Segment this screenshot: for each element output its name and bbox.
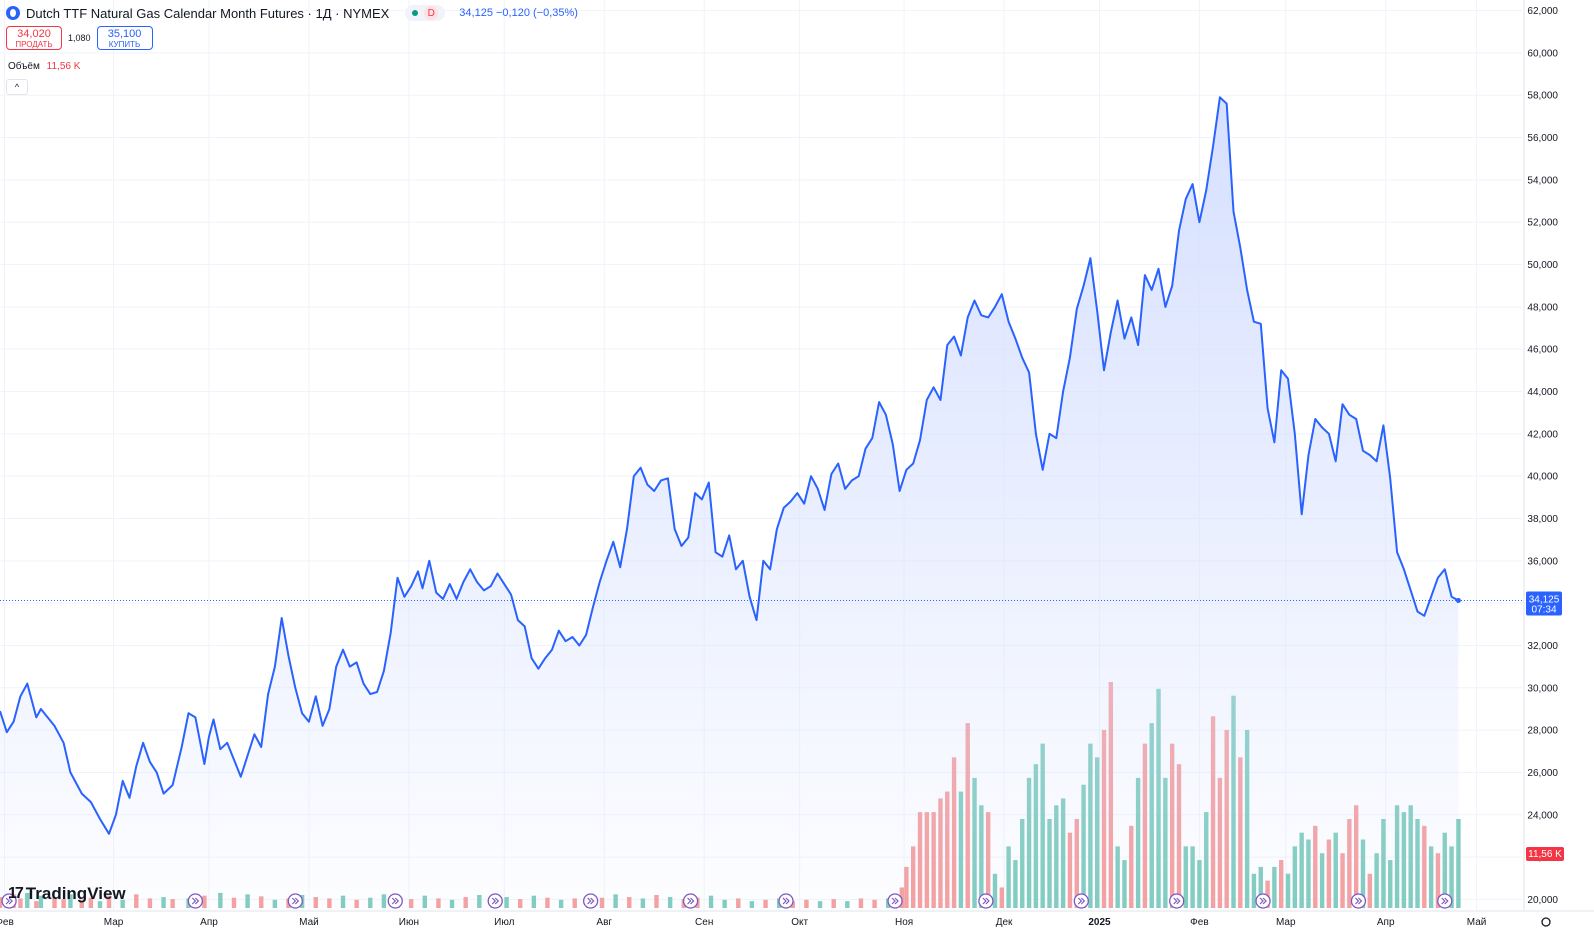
price-axis-tick: 28,000	[1527, 726, 1558, 737]
time-axis-tick: Мар	[1276, 917, 1296, 928]
market-status[interactable]: D	[405, 5, 446, 21]
time-axis-tick: Окт	[791, 917, 808, 928]
price-axis-tick: 38,000	[1527, 514, 1558, 525]
buy-price: 35,100	[107, 28, 142, 40]
spread-value: 1,080	[68, 33, 91, 43]
event-marker-glyph	[891, 897, 899, 905]
price-axis-tick: 26,000	[1527, 768, 1558, 779]
settings-gear-icon[interactable]	[1541, 917, 1551, 927]
volume-value: 11,56 K	[46, 61, 81, 72]
price-axis-tick: 42,000	[1527, 429, 1558, 440]
price-axis-tick: 36,000	[1527, 556, 1558, 567]
event-marker-glyph	[982, 897, 990, 905]
volume-label: Объём	[8, 61, 40, 72]
volume-axis-label: 11,56 K	[1528, 849, 1562, 860]
event-marker-icon[interactable]	[487, 893, 503, 909]
last-price-dot	[1455, 597, 1461, 603]
price-axis-tick: 54,000	[1527, 175, 1558, 186]
volume-legend[interactable]: Объём 11,56 K	[8, 61, 80, 72]
time-axis-tick: Ноя	[895, 917, 913, 928]
event-marker-glyph	[1355, 897, 1363, 905]
time-axis-tick: Фев	[0, 917, 14, 928]
chart-header: Dutch TTF Natural Gas Calendar Month Fut…	[6, 5, 578, 21]
event-marker-glyph	[782, 897, 790, 905]
market-open-dot-icon	[412, 10, 419, 16]
price-axis-tick: 46,000	[1527, 345, 1558, 356]
event-marker-icon[interactable]	[1255, 893, 1271, 909]
price-axis-tick: 52,000	[1527, 218, 1558, 229]
price-axis-tick: 56,000	[1527, 133, 1558, 144]
event-marker-glyph	[1259, 897, 1267, 905]
price-axis-tick: 58,000	[1527, 91, 1558, 102]
last-price-label: 34,125	[1529, 594, 1560, 605]
event-marker-icon[interactable]	[1, 893, 17, 909]
event-marker-icon[interactable]	[978, 893, 994, 909]
price-area	[0, 97, 1459, 911]
time-axis-tick: Фев	[1190, 917, 1208, 928]
event-marker-icon[interactable]	[887, 893, 903, 909]
event-marker-icon[interactable]	[682, 893, 699, 909]
event-marker-glyph	[491, 897, 500, 905]
symbol-title[interactable]: Dutch TTF Natural Gas Calendar Month Fut…	[26, 5, 390, 21]
sell-price: 34,020	[17, 28, 51, 40]
sell-label: ПРОДАТЬ	[15, 40, 53, 49]
price-axis-tick: 40,000	[1527, 472, 1558, 483]
event-marker-glyph	[391, 897, 400, 905]
tradingview-logo-icon: 17	[8, 885, 24, 902]
time-axis-tick: 2025	[1088, 917, 1111, 928]
time-axis-tick: Сен	[695, 917, 713, 928]
time-axis-tick: Дек	[996, 917, 1013, 928]
time-axis-tick: Июл	[494, 917, 514, 928]
quote-readout: 34,125 −0,120 (−0,35%)	[459, 7, 578, 19]
event-marker-icon[interactable]	[187, 893, 204, 909]
time-axis-tick: Мар	[104, 917, 124, 928]
buy-label: КУПИТЬ	[108, 40, 141, 49]
last-price-label-bg	[1526, 591, 1562, 616]
event-marker-icon[interactable]	[778, 893, 794, 909]
time-axis-tick: Авг	[596, 917, 612, 928]
event-marker-glyph	[587, 897, 595, 905]
event-marker-glyph	[687, 897, 695, 905]
price-axis-tick: 44,000	[1527, 387, 1558, 398]
price-axis-tick: 32,000	[1527, 641, 1558, 652]
price-axis-tick: 30,000	[1527, 683, 1558, 694]
event-marker-icon[interactable]	[287, 893, 303, 909]
event-marker-glyph	[291, 897, 300, 905]
event-marker-glyph	[1441, 897, 1449, 905]
time-axis-tick: Июн	[399, 917, 419, 928]
event-marker-icon[interactable]	[387, 893, 403, 909]
time-axis-tick: Апр	[1377, 917, 1395, 928]
event-marker-glyph	[1173, 897, 1181, 905]
trade-panel: 34,020 ПРОДАТЬ 1,080 35,100 КУПИТЬ	[6, 26, 153, 50]
time-axis-tick: Май	[1467, 917, 1487, 928]
volume-label-bg	[1526, 847, 1564, 861]
tradingview-logo-text: TradingView	[25, 884, 126, 903]
chevron-up-icon: ^	[14, 82, 20, 92]
time-axis-tick: Май	[299, 917, 319, 928]
price-axis-tick: 60,000	[1527, 48, 1558, 59]
price-axis-tick: 20,000	[1527, 895, 1558, 906]
price-axis-tick: 48,000	[1527, 302, 1558, 313]
event-marker-glyph	[5, 897, 13, 905]
tradingview-logo[interactable]: 17 TradingView	[8, 884, 126, 904]
event-marker-icon[interactable]	[1350, 893, 1367, 909]
sell-button[interactable]: 34,020 ПРОДАТЬ	[6, 26, 62, 50]
price-axis-tick: 24,000	[1527, 810, 1558, 821]
event-marker-glyph	[191, 897, 200, 905]
symbol-icon	[6, 6, 20, 20]
buy-button[interactable]: 35,100 КУПИТЬ	[96, 26, 153, 50]
event-marker-glyph	[1077, 897, 1086, 905]
price-axis-tick: 50,000	[1527, 260, 1558, 271]
countdown-label: 07:34	[1531, 604, 1556, 615]
collapse-legend-button[interactable]: ^	[6, 79, 28, 95]
event-marker-icon[interactable]	[1169, 893, 1185, 909]
time-axis-tick: Апр	[200, 917, 218, 928]
price-line	[0, 96, 1459, 835]
delayed-badge: D	[424, 6, 439, 20]
event-marker-icon[interactable]	[1437, 893, 1453, 909]
event-marker-icon[interactable]	[1073, 893, 1089, 909]
event-marker-icon[interactable]	[582, 893, 599, 909]
price-axis-tick: 62,000	[1527, 6, 1558, 17]
